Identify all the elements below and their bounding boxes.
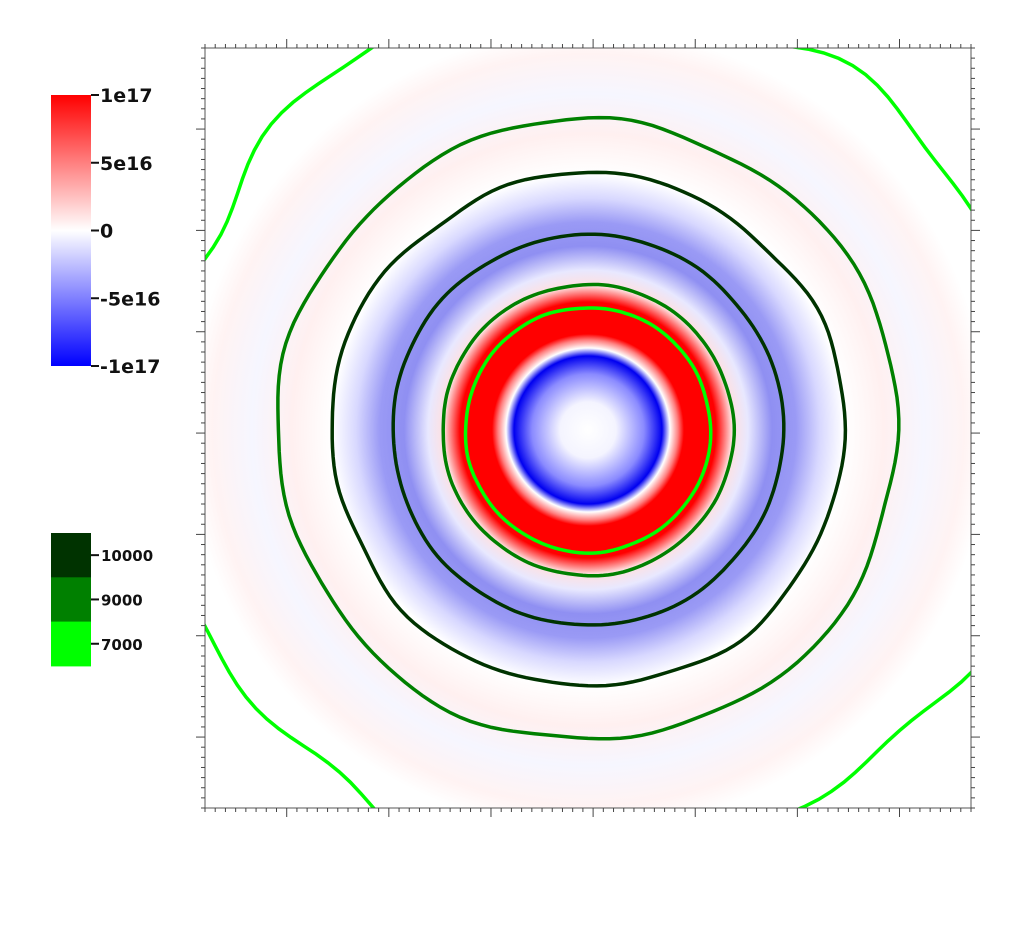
field-heatmap xyxy=(205,48,971,808)
field-colorbar-tick-label: -1e17 xyxy=(100,356,160,378)
contour-legend-label: 10000 xyxy=(101,547,153,565)
field-colorbar: 1e17 5e16 0 -5e16 -1e17 xyxy=(51,85,160,378)
contour-legend-label: 9000 xyxy=(101,591,143,609)
field-colorbar-tick-label: 5e16 xyxy=(100,153,153,175)
contour-line-7000 xyxy=(205,48,971,808)
contour-line-10000 xyxy=(330,170,848,688)
field-colorbar-tick-label: 1e17 xyxy=(100,85,153,107)
contour-line-9000 xyxy=(441,282,737,578)
field-colorbar-gradient xyxy=(51,95,91,366)
field-colorbar-tick-label: 0 xyxy=(100,221,113,243)
contour-legend-swatch xyxy=(51,533,91,578)
contour-line-9000 xyxy=(276,115,901,741)
contour-line-7000 xyxy=(463,306,713,555)
field-colorbar-tick-label: -5e16 xyxy=(100,288,160,310)
axis-ticks xyxy=(196,39,980,817)
plot-frame xyxy=(204,47,972,809)
contour-legend-swatch xyxy=(51,621,91,667)
contour-legend-swatch xyxy=(51,577,91,623)
contour-legend-label: 7000 xyxy=(101,636,143,654)
plot-area xyxy=(196,39,980,817)
contour-line-10000 xyxy=(391,232,786,627)
contour-legend: 10000 9000 7000 xyxy=(51,533,153,667)
contour-lines xyxy=(205,48,971,808)
